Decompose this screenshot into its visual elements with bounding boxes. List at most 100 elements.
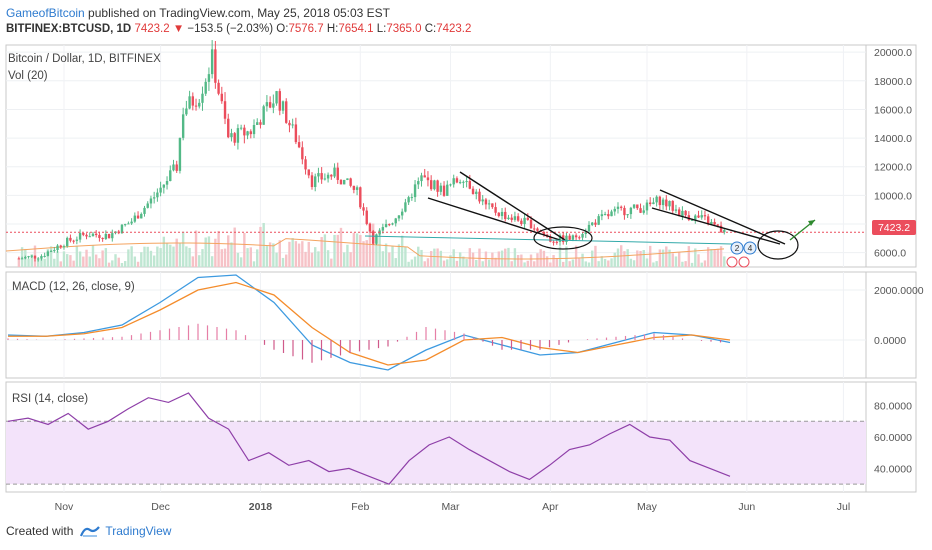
candle-body: [616, 206, 620, 209]
candle-body: [507, 217, 510, 220]
candle-body: [368, 223, 372, 232]
volume-bar: [62, 251, 66, 267]
volume-bar: [549, 262, 552, 267]
candle-body: [713, 221, 716, 225]
candle-body: [481, 199, 484, 202]
rsi-line: [7, 392, 731, 485]
volume-bar: [639, 250, 642, 267]
candle-body: [249, 131, 252, 135]
candle-body: [120, 224, 124, 234]
time-tick-label: Feb: [351, 501, 369, 513]
volume-bar: [381, 251, 385, 267]
candle-body: [285, 101, 288, 123]
trend-drawings[interactable]: [364, 171, 816, 260]
candle-body: [555, 241, 558, 243]
volume-bar: [629, 258, 633, 267]
candle-body: [558, 235, 562, 242]
author-link[interactable]: GameofBitcoin: [6, 6, 85, 20]
candle-body: [623, 207, 626, 216]
volume-bar: [294, 241, 298, 267]
volume-bar: [188, 247, 191, 267]
trendline: [659, 189, 786, 245]
volume-bar: [510, 261, 513, 267]
time-tick-label: May: [637, 501, 658, 513]
candle-body: [156, 192, 159, 198]
volume-bar: [648, 245, 652, 267]
time-tick-label: 2018: [249, 501, 273, 513]
macd-tick-label: 2000.0000: [874, 285, 924, 297]
event-marker[interactable]: [738, 256, 750, 268]
candle-body: [230, 133, 233, 138]
volume-bar: [658, 249, 662, 267]
price-tick-label: 20000.0: [874, 47, 912, 59]
tradingview-link[interactable]: TradingView: [79, 524, 171, 538]
volume-bar: [117, 257, 120, 267]
candle-body: [59, 245, 62, 248]
candle-body: [207, 74, 211, 82]
volume-bar: [246, 248, 249, 267]
candle-body: [339, 179, 343, 185]
candle-body: [417, 181, 420, 185]
candle-body: [655, 196, 658, 203]
volume-bar: [297, 243, 301, 267]
volume-bar: [681, 261, 684, 267]
volume-bar: [423, 261, 426, 267]
candle-body: [133, 215, 137, 222]
candle-body: [281, 101, 285, 111]
event-badge[interactable]: [743, 241, 757, 255]
candle-body: [442, 185, 446, 196]
volume-bar: [703, 260, 707, 267]
volume-bar: [465, 259, 468, 267]
candle-body: [636, 204, 639, 209]
volume-bar: [632, 260, 636, 267]
candle-body: [223, 101, 227, 119]
time-tick-label: Dec: [151, 501, 170, 513]
candle-body: [478, 191, 481, 202]
volume-bar: [471, 252, 475, 267]
volume-bar: [310, 252, 314, 267]
volume-bar: [513, 248, 517, 267]
candle-body: [252, 124, 256, 135]
candle-body: [301, 147, 304, 160]
volume-bar: [616, 248, 620, 267]
candle-body: [136, 215, 140, 219]
candle-body: [214, 49, 217, 83]
event-badge-text: 2: [735, 243, 740, 253]
volume-bar: [491, 252, 494, 267]
volume-bar: [172, 246, 175, 267]
volume-bar: [533, 261, 536, 267]
candle-body: [668, 200, 671, 207]
volume-bar: [275, 252, 278, 267]
volume-bar: [429, 251, 433, 267]
symbol-label: BITFINEX:BTCUSD, 1D: [6, 23, 132, 35]
candle-body: [568, 235, 571, 240]
volume-bar: [449, 255, 452, 267]
high-value: 7654.1: [338, 23, 374, 35]
price-tick-label: 12000.0: [874, 162, 912, 174]
volume-bar: [455, 260, 459, 267]
candle-body: [594, 222, 597, 225]
volume-bar: [65, 254, 69, 267]
volume-bar: [458, 252, 462, 267]
candle-body: [333, 167, 336, 177]
candle-body: [452, 178, 455, 185]
volume-bar: [43, 258, 46, 267]
event-badge-text: 4: [748, 243, 753, 253]
volume-bar: [178, 243, 182, 267]
volume-bar: [320, 237, 323, 267]
candle-body: [446, 184, 449, 196]
candle-body: [172, 164, 175, 171]
candle-body: [365, 210, 368, 224]
candle-body: [24, 257, 27, 259]
volume-bar: [281, 257, 285, 267]
candle-body: [323, 178, 327, 180]
candle-body: [278, 91, 281, 111]
volume-bar: [388, 252, 391, 267]
event-badge[interactable]: [730, 241, 744, 255]
volume-bar: [349, 252, 352, 267]
volume-bar: [352, 232, 356, 267]
candle-body: [53, 250, 56, 252]
volume-bar: [82, 256, 85, 267]
event-marker[interactable]: [726, 256, 738, 268]
